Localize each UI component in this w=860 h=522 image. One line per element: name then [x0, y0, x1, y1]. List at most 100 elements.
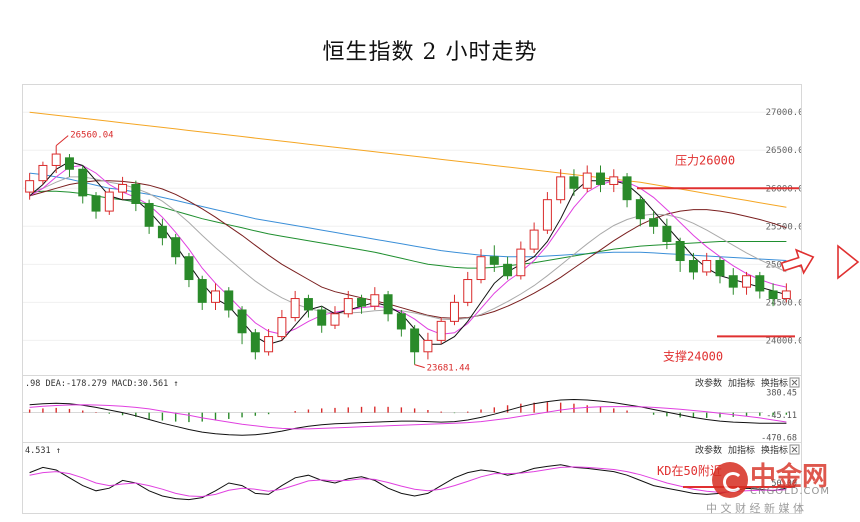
kd-d-line: [29, 466, 787, 498]
kd-close-glyph: [791, 446, 798, 453]
edge-arrow-icon: [837, 244, 860, 280]
y-tick-label: 27000.00: [766, 108, 801, 118]
support-label: 支撑24000: [663, 348, 723, 363]
candle-body: [529, 229, 539, 250]
candle-body: [436, 320, 446, 341]
candle-body: [290, 298, 300, 319]
resistance-label: 压力26000: [675, 153, 735, 167]
y-tick-label: 26500.00: [766, 146, 801, 156]
y-tick-label: 24000.00: [766, 336, 801, 346]
candle-body: [688, 260, 698, 273]
low-pointer: [414, 364, 425, 369]
trend-arrow-icon: [780, 248, 815, 275]
candle-body: [277, 317, 287, 338]
chart-title: 恒生指数 2 小时走势: [322, 40, 538, 65]
candle-body: [237, 309, 247, 334]
candle-body: [476, 256, 486, 281]
kd-add-indicator-button[interactable]: 加指标: [728, 444, 755, 456]
low-label: 23681.44: [427, 364, 470, 374]
watermark-sub: 中 文 财 经 新 媒 体: [706, 502, 804, 515]
candle-body: [622, 176, 632, 201]
candle-body: [609, 176, 619, 185]
candle-body: [383, 294, 393, 315]
candle-body: [104, 191, 114, 212]
candle-body: [38, 164, 48, 182]
macd-panel: .98 DEA:-178.279 MACD:30.561 ↑ 380.45 -45.…: [22, 375, 802, 445]
candle-body: [516, 248, 526, 277]
kd-chart: 4.531 ↑ 50.00 KD在50附近 改参数 加指标 换指标: [25, 444, 800, 501]
watermark: 中金网 CNGOLD.COM 中 文 财 经 新 媒 体: [700, 450, 850, 520]
kd-switch-indicator-button[interactable]: 换指标: [761, 444, 788, 456]
candle-body: [596, 172, 605, 185]
high-label: 26560.04: [70, 131, 113, 141]
candle-body: [144, 202, 154, 227]
candle-body: [157, 225, 167, 239]
price-chart: 27000.0026500.0026000.0025500.0025000.00…: [23, 108, 809, 374]
macd-close-glyph: [791, 379, 798, 386]
candle-body: [768, 290, 778, 300]
y-tick-label: 24500.00: [766, 298, 801, 308]
candle-body: [211, 290, 220, 303]
candle-body: [343, 298, 353, 315]
candle-body: [51, 153, 61, 166]
candle-body: [423, 339, 433, 353]
candle-body: [542, 199, 552, 231]
candle-body: [463, 279, 473, 303]
macd-switch-indicator-button[interactable]: 换指标: [761, 377, 788, 389]
candle-body: [410, 328, 420, 353]
candle-body: [64, 157, 74, 170]
macd-add-indicator-button[interactable]: 加指标: [728, 377, 755, 389]
candle-body: [702, 260, 712, 273]
candle-body: [556, 176, 566, 201]
watermark-logo-inner: [723, 472, 743, 492]
candle-body: [635, 199, 645, 220]
kd-note: KD在50附近: [657, 464, 722, 478]
candle-body: [78, 168, 88, 197]
macd-change-params-button[interactable]: 改参数: [695, 377, 722, 389]
candle-body: [728, 275, 738, 288]
candle-body: [396, 313, 406, 330]
candle-body: [25, 180, 35, 193]
ma-line: [29, 190, 787, 269]
candle-body: [503, 263, 513, 277]
kd-k-line: [29, 464, 787, 501]
outside-arrows: [780, 244, 860, 280]
candle-body: [489, 256, 499, 265]
candle-body: [118, 183, 128, 193]
macd-dea-line: [29, 404, 787, 430]
ma-line: [29, 176, 787, 321]
candle-body: [742, 275, 752, 288]
kd-header: 4.531 ↑: [25, 446, 61, 456]
candle-body: [91, 195, 101, 212]
kd-change-params-button[interactable]: 改参数: [695, 444, 722, 456]
macd-dif-line: [29, 398, 787, 436]
candle-body: [675, 241, 685, 262]
macd-chart: .98 DEA:-178.279 MACD:30.561 ↑ 380.45 -45.…: [23, 377, 800, 443]
watermark-logo: [712, 462, 748, 498]
candle-body: [449, 301, 459, 322]
macd-y-tick-label: 380.45: [766, 389, 797, 399]
watermark-brand: 中金网: [750, 462, 829, 492]
price-panel: 27000.0026500.0026000.0025500.0025000.00…: [22, 84, 809, 378]
candle-body: [715, 260, 725, 277]
candle-body: [330, 313, 340, 326]
candle-body: [184, 256, 194, 281]
ma-line: [29, 111, 787, 208]
candle-body: [264, 336, 274, 353]
candle-body: [370, 294, 380, 307]
candle-body: [171, 237, 181, 258]
macd-header: .98 DEA:-178.279 MACD:30.561 ↑: [25, 379, 179, 389]
kd-panel: 4.531 ↑ 50.00 KD在50附近 改参数 加指标 换指标: [22, 442, 802, 514]
candle-body: [781, 290, 791, 300]
candle-body: [569, 176, 579, 189]
ma-line: [29, 172, 787, 261]
candle-body: [303, 298, 313, 311]
high-pointer: [55, 135, 69, 147]
macd-y-tick-label: -470.68: [761, 433, 797, 443]
kd-y-tick-label: 50.00: [771, 479, 797, 489]
candle-body: [582, 172, 592, 189]
candle-body: [224, 290, 234, 311]
macd-y-tick-label: -45.11: [766, 411, 797, 421]
ma-line: [29, 180, 787, 319]
candle-body: [131, 183, 141, 204]
